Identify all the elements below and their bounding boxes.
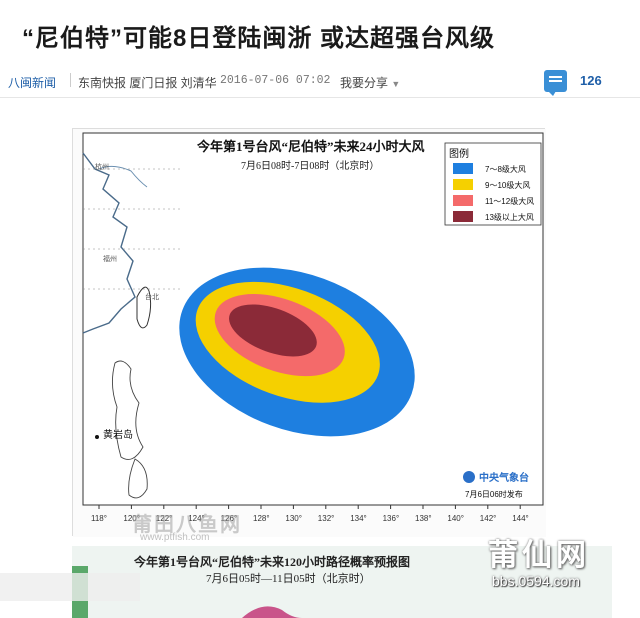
path-probability-map: 今年第1号台风“尼伯特”未来120小时路径概率预报图 7月6日05时—11日05… bbox=[72, 546, 612, 618]
legend-label-13: 13级以上大风 bbox=[485, 212, 534, 222]
probability-area bbox=[242, 606, 302, 618]
chevron-down-icon: ▼ bbox=[391, 79, 401, 89]
wind-zones bbox=[179, 267, 415, 437]
legend-label-7-8: 7～8级大风 bbox=[485, 164, 526, 174]
authors: 东南快报 厦门日报 刘清华 bbox=[78, 76, 217, 90]
legend-swatch-7-8 bbox=[453, 163, 473, 174]
city-label-hangzhou: 杭州 bbox=[95, 162, 109, 171]
path-map-subtitle: 7月6日05时—11日05时（北京时） bbox=[206, 571, 371, 585]
lon-tick-label: 136° bbox=[383, 514, 400, 523]
lon-tick-label: 122° bbox=[156, 514, 173, 523]
share-label: 我要分享 bbox=[340, 76, 389, 90]
wind-map-svg: 今年第1号台风“尼伯特”未来24小时大风 7月6日08时-7日08时（北京时） … bbox=[73, 129, 546, 537]
legend-label-9-10: 9～10级大风 bbox=[485, 180, 530, 190]
lon-tick-label: 118° bbox=[91, 514, 107, 523]
huangyan-dot bbox=[95, 435, 99, 439]
meta-divider bbox=[70, 73, 71, 87]
map-title: 今年第1号台风“尼伯特”未来24小时大风 bbox=[196, 139, 425, 154]
zone-13-plus bbox=[229, 304, 317, 357]
header-divider bbox=[0, 97, 640, 98]
legend-swatch-9-10 bbox=[453, 179, 473, 190]
luzon-island bbox=[112, 360, 144, 460]
article-meta: 八闽新闻 东南快报 厦门日报 刘清华 2016-07-06 07:02 我要分享… bbox=[8, 70, 628, 96]
river-line bbox=[98, 165, 148, 188]
lon-tick-label: 120° bbox=[123, 514, 140, 523]
typhoon-wind-map: 今年第1号台风“尼伯特”未来24小时大风 7月6日08时-7日08时（北京时） … bbox=[72, 128, 546, 537]
lon-tick-label: 132° bbox=[318, 514, 335, 523]
watermark-puxian: 莆仙网 bbox=[488, 539, 590, 572]
legend-label-11-12: 11～12级大风 bbox=[485, 196, 534, 206]
cma-logo-icon bbox=[463, 471, 475, 483]
path-map-bg bbox=[72, 546, 612, 618]
publish-time: 2016-07-06 07:02 bbox=[220, 74, 331, 87]
city-label-fuzhou: 福州 bbox=[103, 254, 117, 263]
taiwan-island bbox=[136, 286, 152, 329]
legend-title: 图例 bbox=[449, 147, 469, 160]
huangyan-label: 黄岩岛 bbox=[103, 428, 133, 441]
legend-swatch-11-12 bbox=[453, 195, 473, 206]
grid-lines bbox=[83, 168, 183, 290]
longitude-ticks: 118° 120° 122° 124° 126° 128° 130° 132° 134° 136°… bbox=[91, 505, 529, 523]
city-label-taipei: 台北 bbox=[145, 292, 159, 301]
lon-tick-label: 126° bbox=[221, 514, 238, 523]
lon-tick-label: 144° bbox=[512, 514, 529, 523]
comment-count[interactable]: 126 bbox=[580, 73, 602, 88]
lon-tick-label: 134° bbox=[350, 514, 367, 523]
article-title: “尼伯特”可能8日登陆闽浙 或达超强台风级 bbox=[22, 25, 496, 52]
watermark-puxian-url: bbs.0594.com bbox=[492, 573, 580, 589]
issue-time: 7月6日06时发布 bbox=[465, 489, 523, 499]
legend: 图例 7～8级大风 9～10级大风 11～12级大风 13级以上大风 bbox=[444, 142, 542, 226]
legend-swatch-13 bbox=[453, 211, 473, 222]
lon-tick-label: 130° bbox=[285, 514, 302, 523]
share-dropdown[interactable]: 我要分享 ▼ bbox=[340, 74, 400, 91]
path-map-title: 今年第1号台风“尼伯特”未来120小时路径概率预报图 bbox=[133, 554, 410, 569]
watermark-ptfish: 莆田八鱼网 bbox=[132, 514, 242, 536]
lon-tick-label: 138° bbox=[415, 514, 432, 523]
map-subtitle: 7月6日08时-7日08时（北京时） bbox=[241, 159, 379, 172]
source-link[interactable]: 八闽新闻 bbox=[8, 76, 57, 90]
agency-name: 中央气象台 bbox=[479, 471, 529, 484]
lon-tick-label: 128° bbox=[253, 514, 270, 523]
comment-icon[interactable] bbox=[544, 70, 567, 96]
visayas-island bbox=[128, 458, 148, 499]
path-map-svg: 今年第1号台风“尼伯特”未来120小时路径概率预报图 7月6日05时—11日05… bbox=[72, 546, 612, 618]
overlay-strip bbox=[0, 573, 140, 601]
mainland-coastline bbox=[82, 152, 136, 334]
lon-tick-label: 142° bbox=[480, 514, 497, 523]
watermark-ptfish-url: www.ptfish.com bbox=[140, 532, 210, 543]
lon-tick-label: 140° bbox=[447, 514, 464, 523]
lon-tick-label: 124° bbox=[188, 514, 205, 523]
